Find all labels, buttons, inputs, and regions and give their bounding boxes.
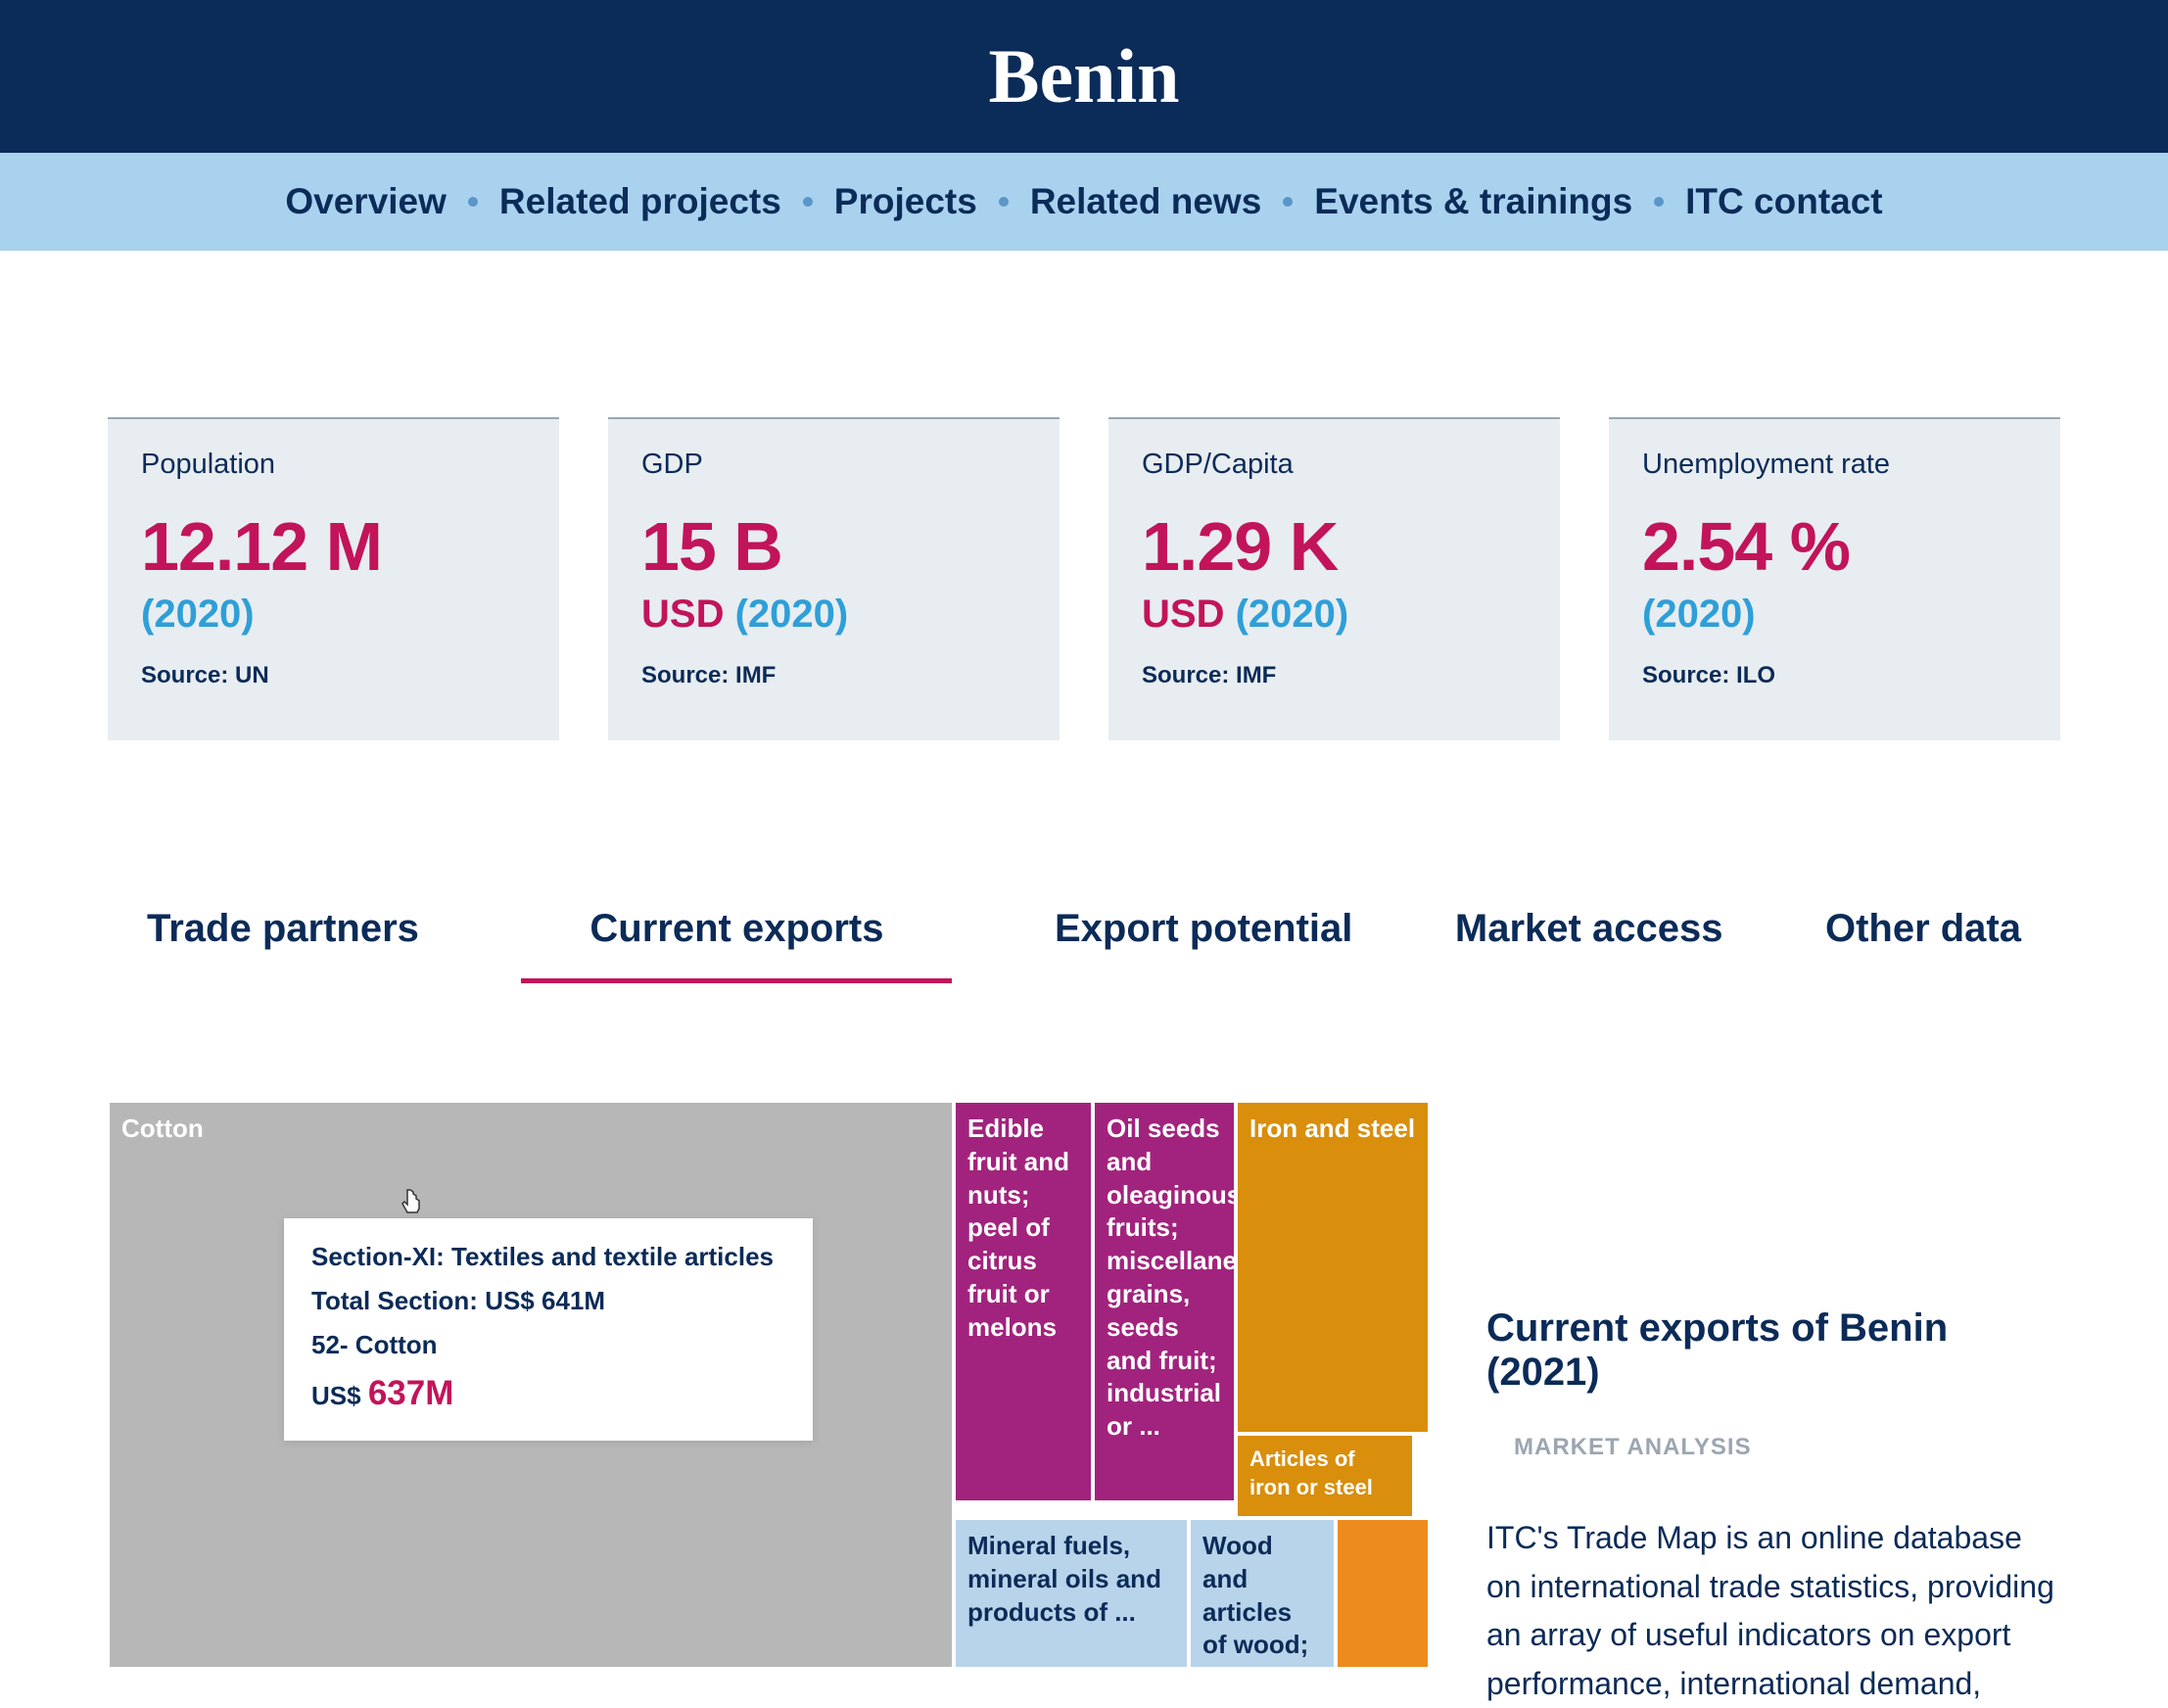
nav-projects[interactable]: Projects (834, 181, 977, 222)
nav-separator-icon (468, 197, 478, 207)
stat-card-unemployment: Unemployment rate 2.54 % (2020) Source: … (1609, 417, 2060, 740)
stat-year-line: (2020) (1642, 593, 2027, 637)
stat-cards-row: Population 12.12 M (2020) Source: UN GDP… (108, 417, 2060, 740)
treemap-cell-fruit[interactable]: Edible fruit and nuts; peel of citrus fr… (954, 1101, 1093, 1502)
stat-source: Source: UN (141, 662, 526, 689)
stat-label: GDP (641, 449, 1026, 481)
stat-value: 15 B (641, 512, 1026, 581)
stat-value: 2.54 % (1642, 512, 2027, 581)
nav-bar: Overview Related projects Projects Relat… (0, 153, 2168, 251)
tooltip-item: 52- Cotton (311, 1330, 785, 1360)
treemap-cell-wood[interactable]: Wood and articles of wood; wood charcoal (1189, 1518, 1336, 1669)
tooltip-value-amount: 637M (368, 1374, 454, 1412)
exports-treemap[interactable]: Cotton Edible fruit and nuts; peel of ci… (108, 1101, 1430, 1669)
stat-year: (2020) (141, 593, 255, 636)
stat-year: (2020) (1642, 593, 1756, 636)
tab-current-exports[interactable]: Current exports (521, 907, 952, 983)
treemap-cell-oilseeds[interactable]: Oil seeds and oleaginous fruits; miscell… (1093, 1101, 1236, 1502)
lower-section: Cotton Edible fruit and nuts; peel of ci… (108, 1101, 2060, 1708)
stat-source: Source: ILO (1642, 662, 2027, 689)
stat-year: (2020) (1236, 593, 1349, 636)
treemap-cell-iron-articles[interactable]: Articles of iron or steel (1236, 1434, 1414, 1518)
page-header: Benin (0, 0, 2168, 153)
side-panel: Current exports of Benin (2021) MARKET A… (1486, 1101, 2060, 1708)
stat-label: GDP/Capita (1142, 449, 1527, 481)
page-title: Benin (988, 32, 1179, 120)
nav-separator-icon (803, 197, 813, 207)
stat-label: Population (141, 449, 526, 481)
stat-card-gdp: GDP 15 B USD (2020) Source: IMF (608, 417, 1060, 740)
stat-year-line: (2020) (141, 593, 526, 637)
stat-unit-year-line: USD (2020) (1142, 593, 1527, 637)
tooltip-total: Total Section: US$ 641M (311, 1286, 785, 1316)
tab-market-access[interactable]: Market access (1455, 907, 1723, 983)
stat-value: 12.12 M (141, 512, 526, 581)
nav-related-news[interactable]: Related news (1030, 181, 1261, 222)
nav-itc-contact[interactable]: ITC contact (1685, 181, 1882, 222)
tab-other-data[interactable]: Other data (1825, 907, 2021, 983)
tab-trade-partners[interactable]: Trade partners (147, 907, 419, 983)
nav-related-projects[interactable]: Related projects (499, 181, 781, 222)
nav-events-trainings[interactable]: Events & trainings (1314, 181, 1632, 222)
nav-separator-icon (999, 197, 1009, 207)
nav-separator-icon (1283, 197, 1293, 207)
stat-card-population: Population 12.12 M (2020) Source: UN (108, 417, 559, 740)
stat-label: Unemployment rate (1642, 449, 2027, 481)
tooltip-value-prefix: US$ (311, 1381, 368, 1410)
stat-card-gdp-capita: GDP/Capita 1.29 K USD (2020) Source: IMF (1108, 417, 1560, 740)
side-body: ITC's Trade Map is an online database on… (1486, 1514, 2060, 1708)
stat-year: (2020) (735, 593, 849, 636)
tooltip-section: Section-XI: Textiles and textile article… (311, 1242, 785, 1272)
nav-separator-icon (1654, 197, 1664, 207)
treemap-cell-orange[interactable] (1336, 1518, 1430, 1669)
stat-unit: USD (1142, 593, 1224, 636)
stat-unit-year-line: USD (2020) (641, 593, 1026, 637)
nav-overview[interactable]: Overview (285, 181, 447, 222)
stat-source: Source: IMF (1142, 662, 1527, 689)
treemap-cell-iron[interactable]: Iron and steel (1236, 1101, 1430, 1434)
side-title: Current exports of Benin (2021) (1486, 1306, 2060, 1395)
treemap-cell-mineral[interactable]: Mineral fuels, mineral oils and products… (954, 1518, 1189, 1669)
tab-export-potential[interactable]: Export potential (1055, 907, 1352, 983)
tooltip-value: US$ 637M (311, 1374, 785, 1413)
stat-value: 1.29 K (1142, 512, 1527, 581)
tabs-row: Trade partners Current exports Export po… (108, 907, 2060, 983)
stat-unit: USD (641, 593, 724, 636)
treemap-tooltip: Section-XI: Textiles and textile article… (284, 1218, 813, 1441)
stat-source: Source: IMF (641, 662, 1026, 689)
side-subtitle: MARKET ANALYSIS (1486, 1434, 2060, 1461)
